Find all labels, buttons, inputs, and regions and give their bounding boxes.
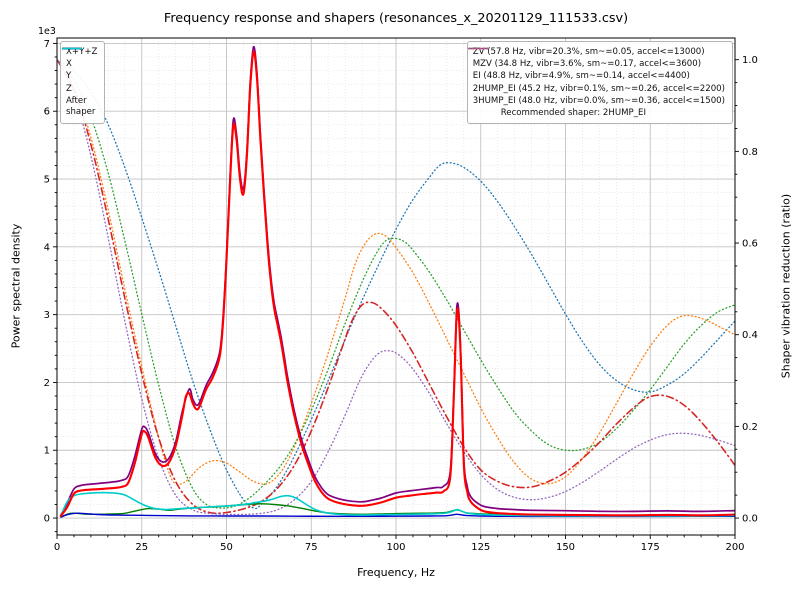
legend-item-label: ZV (57.8 Hz, vibr=20.3%, sm~=0.05, accel… [472, 47, 705, 57]
right-y-tick-label: 0.2 [742, 422, 758, 433]
legend-item: After shaper [62, 47, 97, 118]
legend-item-label: X [66, 59, 72, 70]
series-x [59, 50, 735, 518]
right-y-tick-label: 0.8 [742, 147, 758, 158]
right-y-tick-label: 0.4 [742, 330, 758, 341]
legend-item: EI (48.8 Hz, vibr=4.9%, sm~=0.14, accel<… [467, 47, 725, 82]
left-y-axis-label: Power spectral density [9, 223, 23, 349]
series-after-shaper [59, 491, 735, 518]
legend-item-label: After shaper [66, 95, 96, 117]
legend-shapers: ZV (57.8 Hz, vibr=20.3%, sm~=0.05, accel… [466, 41, 733, 125]
legend-line-sample [467, 47, 490, 50]
tick-labels: 0 25 50 75 100 125 150 175 200 0 1 2 3 4 5 6 7 0.0 0.2 0.4 0… [44, 39, 758, 553]
chart-title: Frequency response and shapers (resonanc… [163, 11, 629, 26]
left-y-tick-label: 5 [44, 175, 50, 186]
x-tick-label: 175 [641, 542, 660, 553]
left-y-tick-label: 0 [44, 514, 50, 525]
x-tick-label: 100 [386, 542, 405, 553]
legend-line-sample [62, 47, 82, 50]
legend-item: 2HUMP_EI (45.2 Hz, vibr=0.1%, sm~=0.26, … [467, 47, 725, 95]
legend-item-label: Z [66, 83, 72, 94]
series-ei [57, 59, 735, 509]
series-mzv [57, 59, 735, 486]
x-tick-label: 150 [556, 542, 575, 553]
series-zv [57, 59, 735, 510]
left-y-tick-label: 2 [44, 378, 50, 389]
left-y-tick-label: 1 [44, 446, 50, 457]
series-3hump-ei [57, 59, 735, 516]
y-axis-offset-label: 1e3 [38, 26, 56, 37]
series-2hump-ei [57, 58, 735, 515]
right-y-tick-label: 1.0 [742, 55, 758, 66]
x-tick-label: 75 [305, 542, 318, 553]
legend-item: MZV (34.8 Hz, vibr=3.6%, sm~=0.17, accel… [467, 47, 725, 70]
legend-item-label: Y [66, 71, 72, 82]
legend-item: Y [62, 47, 97, 82]
left-y-tick-label: 4 [44, 242, 50, 253]
legend-item-label: 3HUMP_EI (48.0 Hz, vibr=0.0%, sm~=0.36, … [472, 95, 725, 106]
series-z [60, 512, 735, 519]
x-tick-label: 125 [471, 542, 490, 553]
right-y-axis-label: Shaper vibration reduction (ratio) [779, 193, 793, 379]
legend-item-label: EI (48.8 Hz, vibr=4.9%, sm~=0.14, accel<… [472, 71, 690, 82]
legend-item-label: X+Y+Z [66, 47, 98, 57]
x-tick-label: 25 [135, 542, 148, 553]
legend-psd: X+Y+Z X Y Z After shaper [60, 41, 106, 125]
legend-item: 3HUMP_EI (48.0 Hz, vibr=0.0%, sm~=0.36, … [467, 47, 725, 107]
x-tick-label: 50 [220, 542, 233, 553]
legend-item-label: MZV (34.8 Hz, vibr=3.6%, sm~=0.17, accel… [472, 59, 702, 70]
x-tick-label: 0 [54, 542, 60, 553]
legend-item: Z [62, 47, 97, 95]
legend-item: X [62, 47, 97, 70]
left-y-tick-label: 6 [44, 107, 50, 118]
left-y-tick-label: 3 [44, 310, 50, 321]
recommended-shaper-note: Recommended shaper: 2HUMP_EI [500, 107, 646, 118]
series-group [57, 45, 735, 519]
left-y-tick-label: 7 [44, 39, 50, 50]
right-y-tick-label: 0.6 [742, 239, 758, 250]
x-axis-label: Frequency, Hz [357, 566, 435, 579]
legend-item: ZV (57.8 Hz, vibr=20.3%, sm~=0.05, accel… [467, 47, 725, 58]
x-tick-label: 200 [725, 542, 744, 553]
right-y-tick-label: 0.0 [742, 514, 758, 525]
axis-ticks [53, 42, 739, 539]
legend-item-label: 2HUMP_EI (45.2 Hz, vibr=0.1%, sm~=0.26, … [472, 83, 725, 94]
